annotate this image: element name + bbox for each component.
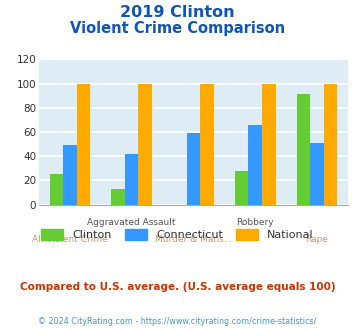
Bar xyxy=(297,94,310,205)
Bar xyxy=(63,145,77,205)
Legend: Clinton, Connecticut, National: Clinton, Connecticut, National xyxy=(41,229,314,240)
Bar xyxy=(235,171,248,205)
Bar xyxy=(138,83,152,205)
Bar xyxy=(111,189,125,205)
Text: Violent Crime Comparison: Violent Crime Comparison xyxy=(70,21,285,36)
Bar xyxy=(50,174,63,205)
Text: Compared to U.S. average. (U.S. average equals 100): Compared to U.S. average. (U.S. average … xyxy=(20,282,335,292)
Bar xyxy=(125,154,138,205)
Bar xyxy=(324,83,337,205)
Bar xyxy=(187,133,200,205)
Text: All Violent Crime: All Violent Crime xyxy=(32,235,108,244)
Text: Murder & Mans...: Murder & Mans... xyxy=(155,235,232,244)
Bar xyxy=(200,83,214,205)
Text: 2019 Clinton: 2019 Clinton xyxy=(120,5,235,20)
Bar xyxy=(248,125,262,205)
Bar xyxy=(77,83,90,205)
Text: Rape: Rape xyxy=(306,235,328,244)
Bar xyxy=(310,143,324,205)
Bar xyxy=(262,83,275,205)
Text: Robbery: Robbery xyxy=(236,218,274,227)
Text: © 2024 CityRating.com - https://www.cityrating.com/crime-statistics/: © 2024 CityRating.com - https://www.city… xyxy=(38,317,317,326)
Text: Aggravated Assault: Aggravated Assault xyxy=(87,218,176,227)
